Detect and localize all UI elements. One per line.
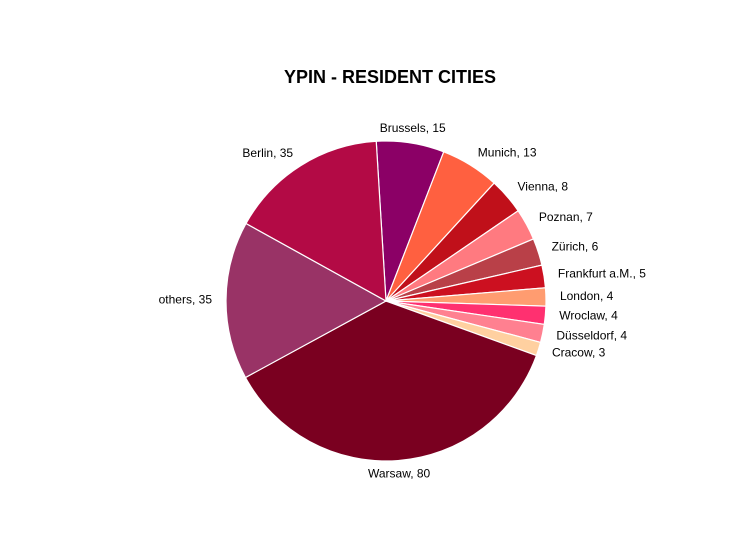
slice-label: Cracow, 3 <box>552 345 606 359</box>
slice <box>225 222 388 379</box>
slice-label: Vienna, 8 <box>518 179 569 193</box>
slice-label: Munich, 13 <box>478 145 537 159</box>
slice-label: London, 4 <box>560 289 614 303</box>
slice <box>245 140 387 303</box>
slice-label: others, 35 <box>159 293 213 307</box>
slice-label: Berlin, 35 <box>242 146 293 160</box>
slice <box>244 300 538 462</box>
slice-label: Poznan, 7 <box>539 210 593 224</box>
slice-label: Frankfurt a.M., 5 <box>558 266 646 280</box>
slice-label: Warsaw, 80 <box>368 467 431 481</box>
chart-title: YPIN - RESIDENT CITIES <box>284 67 496 87</box>
slice-label: Zürich, 6 <box>552 240 599 254</box>
slice-label: Düsseldorf, 4 <box>556 328 627 342</box>
slice-label: Wroclaw, 4 <box>559 309 618 323</box>
slice-label: Brussels, 15 <box>380 121 446 135</box>
